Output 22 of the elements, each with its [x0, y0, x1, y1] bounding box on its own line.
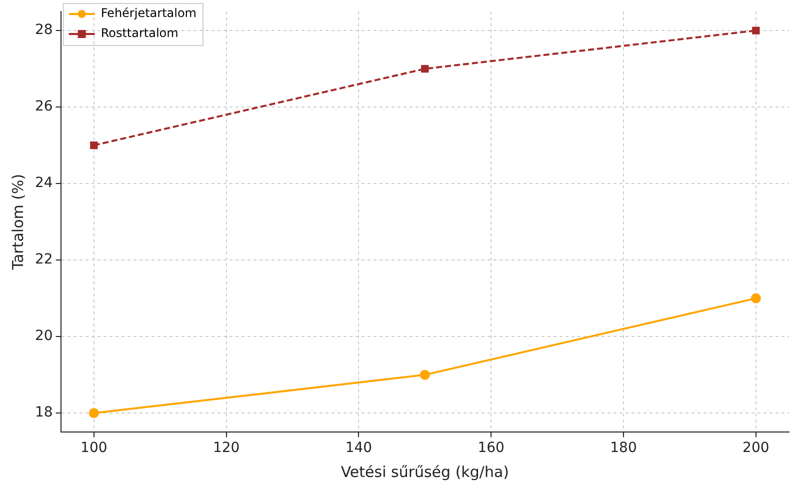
- point: [752, 26, 760, 34]
- point: [421, 64, 429, 73]
- point: [88, 408, 99, 418]
- legend-label: Fehérjetartalom: [100, 6, 196, 20]
- x-tick-label: 200: [742, 440, 770, 456]
- y-tick-label: 24: [34, 175, 53, 192]
- y-tick-label: 26: [34, 98, 53, 115]
- point: [750, 293, 761, 304]
- x-tick-label: 140: [345, 440, 372, 456]
- y-tick-label: 20: [34, 328, 53, 344]
- x-tick-label: 100: [80, 440, 108, 456]
- point: [420, 370, 430, 380]
- x-axis-title: Vetési sűrűség (kg/ha): [340, 462, 509, 481]
- x-tick-label: 180: [610, 440, 637, 456]
- x-tick-label: 160: [478, 440, 504, 456]
- y-axis-title: Tartalom (%): [8, 174, 27, 271]
- y-tick-label: 18: [34, 404, 53, 421]
- point: [90, 141, 98, 150]
- x-tick-label: 120: [212, 440, 240, 456]
- legend-label: Rosttartalom: [100, 26, 178, 40]
- y-tick-label: 28: [34, 22, 53, 38]
- y-tick-label: 22: [34, 252, 53, 268]
